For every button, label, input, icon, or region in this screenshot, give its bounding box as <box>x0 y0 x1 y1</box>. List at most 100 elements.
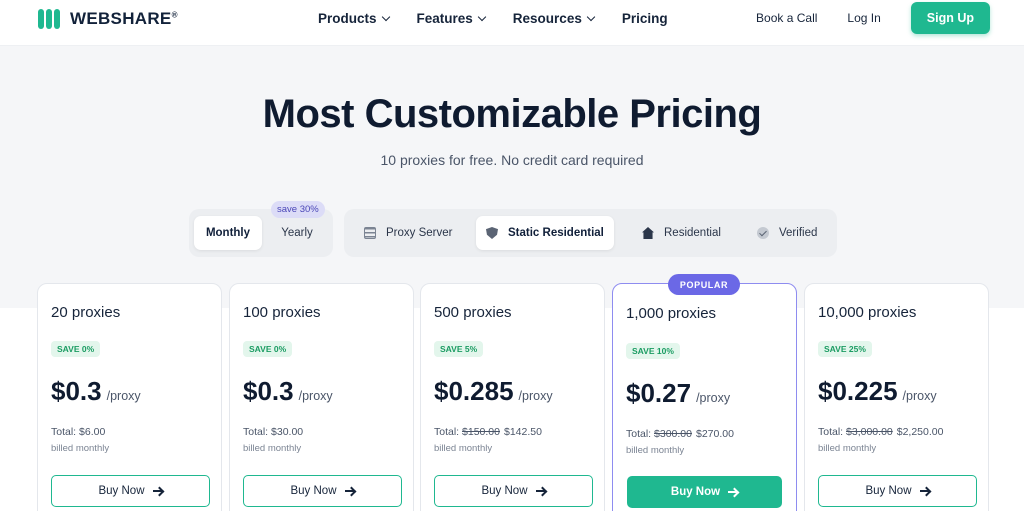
plan-card: 500 proxies SAVE 5% $0.285/proxy Total: … <box>420 283 605 511</box>
buy-now-label: Buy Now <box>670 486 721 498</box>
yearly-save-badge: save 30% <box>271 201 325 218</box>
plan-total: Total: $30.00 <box>243 426 303 438</box>
login-link[interactable]: Log In <box>847 11 881 25</box>
total-value: $2,250.00 <box>896 426 944 438</box>
page-title: Most Customizable Pricing <box>262 92 762 136</box>
plan-name: 100 proxies <box>243 304 321 321</box>
plan-card: 20 proxies SAVE 0% $0.3/proxy Total: $6.… <box>37 283 222 511</box>
server-icon <box>364 227 376 239</box>
page-subtitle: 10 proxies for free. No credit card requ… <box>380 152 644 168</box>
original-total: $150.00 <box>462 426 500 438</box>
webshare-logo-icon <box>38 9 64 29</box>
tab-static-residential[interactable]: Static Residential <box>476 216 614 250</box>
tab-proxy-server[interactable]: Proxy Server <box>354 216 462 250</box>
billing-monthly-tab[interactable]: Monthly <box>194 216 262 250</box>
price-value: $0.3 <box>243 376 294 406</box>
total-label: Total: <box>51 426 77 438</box>
house-icon <box>642 227 654 239</box>
save-badge: SAVE 0% <box>243 341 293 357</box>
billing-period: billed monthly <box>434 443 493 454</box>
total-label: Total: <box>626 428 652 440</box>
total-label: Total: <box>243 426 269 438</box>
plan-price: $0.3/proxy <box>243 376 333 407</box>
original-total: $300.00 <box>654 428 692 440</box>
nav-features-label: Features <box>416 10 473 26</box>
shield-icon <box>486 227 498 239</box>
buy-now-button[interactable]: Buy Now <box>818 475 977 507</box>
buy-now-label: Buy Now <box>481 485 528 497</box>
arrow-right-icon <box>919 486 930 496</box>
main-menu: Products Features Resources Pricing <box>318 0 668 36</box>
nav-products-label: Products <box>318 10 377 26</box>
nav-products[interactable]: Products <box>318 10 390 26</box>
billing-period: billed monthly <box>51 443 110 454</box>
total-label: Total: <box>434 426 460 438</box>
buy-now-button[interactable]: Buy Now <box>243 475 402 507</box>
total-value: $270.00 <box>696 428 734 440</box>
plan-name: 10,000 proxies <box>818 304 917 321</box>
buy-now-label: Buy Now <box>865 485 912 497</box>
plan-card-popular: 1,000 proxies SAVE 10% $0.27/proxy Total… <box>612 283 797 511</box>
brand-logo[interactable]: WEBSHARE® <box>38 9 178 29</box>
total-label: Total: <box>818 426 844 438</box>
save-badge: SAVE 0% <box>51 341 101 357</box>
arrow-right-icon <box>728 487 738 497</box>
buy-now-button[interactable]: Buy Now <box>434 475 593 507</box>
billing-period: billed monthly <box>626 445 685 456</box>
top-nav: WEBSHARE® Products Features Resources Pr… <box>0 0 1024 46</box>
plan-price: $0.3/proxy <box>51 376 141 407</box>
plan-price: $0.285/proxy <box>434 376 553 407</box>
billing-yearly-tab[interactable]: Yearly <box>281 227 313 239</box>
proxy-type-tabs: Proxy Server Static Residential Resident… <box>344 209 837 257</box>
billing-period: billed monthly <box>243 443 302 454</box>
buy-now-label: Buy Now <box>290 485 337 497</box>
nav-resources-label: Resources <box>512 10 582 26</box>
price-unit: /proxy <box>902 389 937 403</box>
save-badge: SAVE 25% <box>818 341 872 357</box>
signup-button[interactable]: Sign Up <box>910 2 990 34</box>
save-badge: SAVE 5% <box>434 341 484 357</box>
save-badge: SAVE 10% <box>626 343 680 359</box>
book-call-link[interactable]: Book a Call <box>756 11 818 25</box>
nav-pricing[interactable]: Pricing <box>622 11 668 26</box>
original-total: $3,000.00 <box>846 426 893 438</box>
price-unit: /proxy <box>696 391 731 405</box>
price-value: $0.27 <box>626 378 692 408</box>
total-value: $6.00 <box>79 426 106 438</box>
brand-name: WEBSHARE <box>70 9 172 28</box>
tab-residential-label: Residential <box>664 227 721 239</box>
chevron-down-icon <box>586 12 596 21</box>
arrow-right-icon <box>344 486 355 496</box>
tab-proxy-server-label: Proxy Server <box>386 227 453 239</box>
plan-price: $0.27/proxy <box>626 378 730 409</box>
nav-pricing-label: Pricing <box>621 10 668 26</box>
tab-static-residential-label: Static Residential <box>508 227 604 239</box>
nav-actions: Book a Call Log In Sign Up <box>756 2 990 34</box>
plan-name: 500 proxies <box>434 304 512 321</box>
price-unit: /proxy <box>518 389 553 403</box>
arrow-right-icon <box>152 486 163 496</box>
plan-total: Total: $3,000.00 $2,250.00 <box>818 426 943 438</box>
total-value: $142.50 <box>504 426 542 438</box>
nav-features[interactable]: Features <box>416 10 487 26</box>
buy-now-button[interactable]: Buy Now <box>627 476 782 508</box>
check-circle-icon <box>757 227 769 239</box>
price-value: $0.3 <box>51 376 102 406</box>
arrow-right-icon <box>535 486 546 496</box>
price-value: $0.285 <box>434 376 514 406</box>
tab-residential[interactable]: Residential <box>632 216 731 250</box>
price-unit: /proxy <box>106 389 141 403</box>
plan-name: 1,000 proxies <box>626 305 717 322</box>
chevron-down-icon <box>381 12 390 21</box>
plan-card: 10,000 proxies SAVE 25% $0.225/proxy Tot… <box>804 283 989 511</box>
chevron-down-icon <box>477 12 487 21</box>
billing-period: billed monthly <box>818 443 877 454</box>
plan-total: Total: $300.00 $270.00 <box>626 428 734 440</box>
price-value: $0.225 <box>818 376 898 406</box>
plan-card: 100 proxies SAVE 0% $0.3/proxy Total: $3… <box>229 283 414 511</box>
buy-now-button[interactable]: Buy Now <box>51 475 210 507</box>
buy-now-label: Buy Now <box>98 485 145 497</box>
tab-verified[interactable]: Verified <box>747 216 827 250</box>
nav-resources[interactable]: Resources <box>512 10 596 26</box>
price-unit: /proxy <box>298 389 333 403</box>
